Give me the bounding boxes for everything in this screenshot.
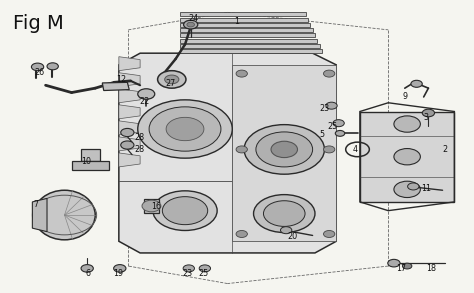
Circle shape — [326, 102, 337, 109]
Text: 26: 26 — [35, 68, 45, 77]
Circle shape — [394, 181, 420, 197]
Circle shape — [236, 231, 247, 238]
Text: 28: 28 — [134, 145, 144, 154]
Circle shape — [388, 259, 400, 267]
Text: 3: 3 — [424, 113, 428, 122]
Circle shape — [164, 75, 179, 84]
Circle shape — [323, 146, 335, 153]
Circle shape — [264, 201, 305, 226]
Circle shape — [153, 191, 217, 231]
Text: 18: 18 — [426, 265, 436, 273]
Text: 20: 20 — [288, 232, 298, 241]
Circle shape — [138, 100, 232, 158]
Text: 28: 28 — [134, 133, 144, 142]
Text: 7: 7 — [34, 200, 39, 209]
Circle shape — [81, 265, 93, 272]
Text: 9: 9 — [402, 92, 407, 101]
Circle shape — [323, 70, 335, 77]
Text: 23: 23 — [319, 104, 329, 113]
Polygon shape — [72, 161, 109, 170]
Text: 5: 5 — [319, 130, 325, 139]
Circle shape — [254, 195, 315, 233]
Polygon shape — [180, 39, 318, 43]
Text: 17: 17 — [396, 265, 407, 273]
Polygon shape — [119, 121, 140, 135]
Circle shape — [121, 141, 134, 149]
Circle shape — [166, 117, 204, 141]
Text: 6: 6 — [86, 269, 91, 278]
Circle shape — [162, 197, 208, 225]
Circle shape — [199, 265, 210, 272]
Polygon shape — [180, 12, 306, 16]
Text: 4: 4 — [353, 145, 358, 154]
Polygon shape — [180, 18, 308, 22]
Polygon shape — [119, 73, 140, 87]
Polygon shape — [180, 44, 319, 48]
Polygon shape — [119, 105, 140, 119]
Circle shape — [271, 141, 298, 158]
Circle shape — [408, 183, 419, 190]
Circle shape — [323, 231, 335, 238]
Circle shape — [31, 63, 44, 71]
Circle shape — [47, 63, 58, 70]
Polygon shape — [119, 153, 140, 167]
Polygon shape — [180, 28, 313, 32]
Circle shape — [281, 227, 292, 234]
Polygon shape — [119, 137, 140, 151]
Polygon shape — [119, 53, 336, 253]
Text: 12: 12 — [116, 75, 126, 84]
Text: 10: 10 — [81, 156, 91, 166]
Polygon shape — [81, 149, 100, 161]
Polygon shape — [144, 199, 159, 213]
Circle shape — [394, 149, 420, 165]
Circle shape — [236, 70, 247, 77]
Text: 22: 22 — [140, 97, 150, 106]
Polygon shape — [180, 23, 310, 27]
Text: 16: 16 — [152, 202, 162, 211]
Text: 2: 2 — [442, 145, 447, 154]
Polygon shape — [360, 112, 455, 202]
Text: 1: 1 — [235, 17, 239, 25]
Circle shape — [187, 22, 194, 27]
Polygon shape — [180, 49, 322, 53]
Polygon shape — [180, 33, 315, 38]
Text: 11: 11 — [421, 184, 431, 193]
Circle shape — [121, 128, 134, 137]
Polygon shape — [102, 82, 129, 91]
Circle shape — [256, 132, 313, 167]
Text: 25: 25 — [328, 122, 338, 131]
Circle shape — [114, 265, 126, 272]
Circle shape — [411, 80, 422, 87]
Circle shape — [157, 71, 186, 88]
Circle shape — [183, 20, 198, 29]
Circle shape — [402, 263, 412, 269]
Circle shape — [422, 109, 435, 117]
Circle shape — [142, 200, 161, 212]
Polygon shape — [32, 198, 47, 232]
Circle shape — [333, 120, 344, 127]
Text: Fig M: Fig M — [12, 14, 63, 33]
Polygon shape — [119, 57, 140, 71]
Ellipse shape — [34, 190, 95, 240]
Circle shape — [394, 116, 420, 132]
Circle shape — [183, 265, 194, 272]
Circle shape — [138, 89, 155, 99]
Text: 27: 27 — [166, 79, 176, 88]
Circle shape — [244, 125, 324, 174]
Text: 19: 19 — [113, 269, 123, 278]
Text: 23: 23 — [182, 269, 192, 278]
Circle shape — [335, 130, 345, 136]
Polygon shape — [232, 65, 336, 241]
Circle shape — [149, 107, 221, 151]
Text: 24: 24 — [189, 14, 199, 23]
Circle shape — [236, 146, 247, 153]
Text: 25: 25 — [199, 269, 209, 278]
Polygon shape — [119, 89, 140, 103]
